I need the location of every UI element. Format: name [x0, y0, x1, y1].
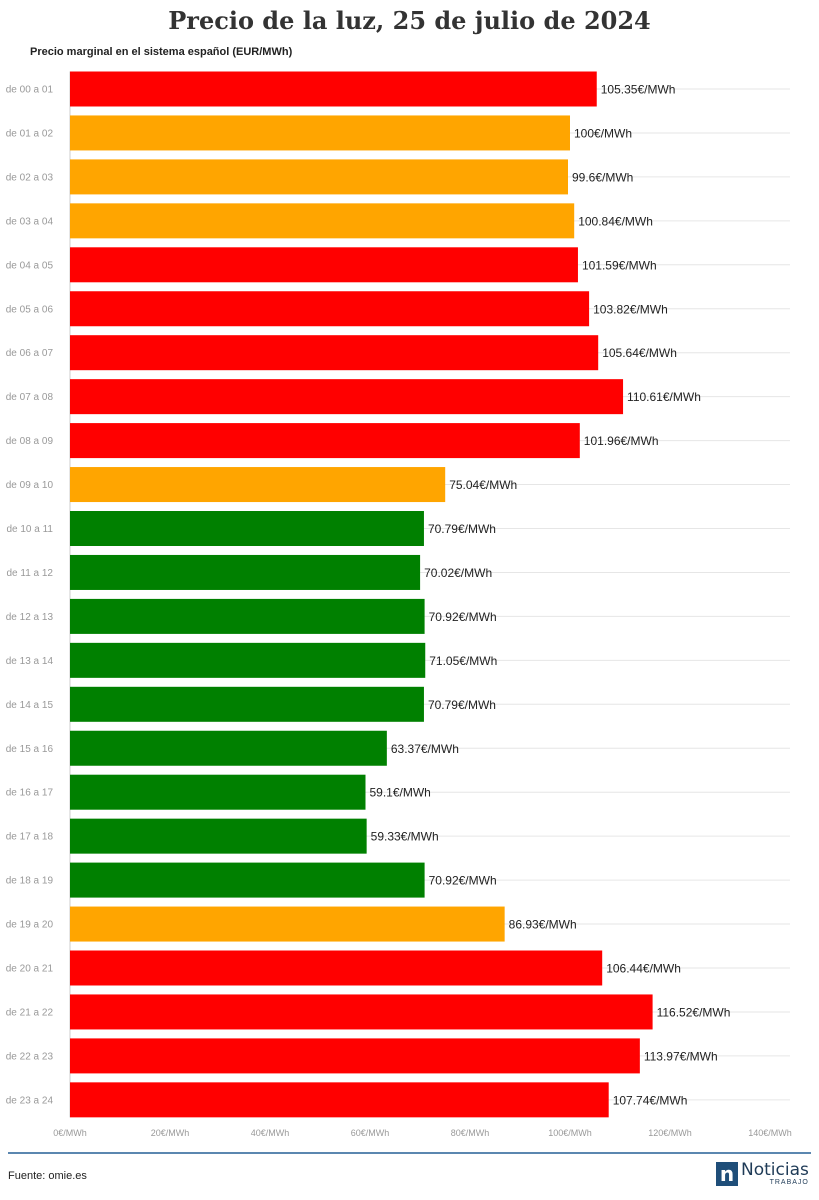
data-label: 116.52€/MWh [657, 1005, 731, 1019]
data-labels: 105.35€/MWh 100€/MWh 99.6€/MWh 100.84€/MWh 1… [370, 83, 731, 1108]
category-label: de 00 a 01 [6, 85, 54, 96]
category-label: de 07 a 08 [6, 392, 54, 403]
category-label: de 11 a 12 [6, 568, 53, 579]
bar [70, 423, 580, 459]
logo-icon: n [716, 1162, 738, 1186]
logo-tagline: TRABAJO [769, 1179, 809, 1186]
data-label: 71.05€/MWh [429, 654, 497, 668]
data-label: 86.93€/MWh [509, 918, 577, 932]
data-label: 70.79€/MWh [428, 698, 496, 712]
bar [70, 862, 425, 898]
x-tick-label: 100€/MWh [548, 1128, 592, 1138]
category-label: de 21 a 22 [6, 1007, 54, 1018]
footer-divider [8, 1152, 811, 1154]
bar [70, 686, 424, 722]
x-tick-label: 20€/MWh [151, 1128, 190, 1138]
bar [70, 906, 505, 942]
category-label: de 02 a 03 [6, 172, 54, 183]
bar [70, 642, 426, 678]
category-label: de 12 a 13 [6, 612, 54, 623]
data-label: 105.35€/MWh [601, 83, 676, 97]
category-label: de 03 a 04 [6, 216, 54, 227]
category-label: de 13 a 14 [6, 656, 54, 667]
bar [70, 467, 446, 503]
x-tick-label: 140€/MWh [748, 1128, 792, 1138]
chart-title: Precio de la luz, 25 de julio de 2024 [168, 6, 651, 35]
data-label: 59.1€/MWh [370, 786, 431, 800]
data-label: 101.59€/MWh [582, 258, 657, 272]
category-label: de 16 a 17 [6, 788, 54, 799]
data-label: 59.33€/MWh [371, 830, 439, 844]
data-label: 99.6€/MWh [572, 170, 633, 184]
category-labels: de 00 a 01 de 01 a 02 de 02 a 03 de 03 a 04… [6, 85, 54, 1107]
category-label: de 06 a 07 [6, 348, 54, 359]
data-label: 100.84€/MWh [578, 214, 653, 228]
bar [70, 247, 578, 283]
data-label: 70.92€/MWh [429, 610, 497, 624]
data-label: 75.04€/MWh [449, 478, 517, 492]
category-label: de 09 a 10 [6, 480, 54, 491]
bar-chart: de 00 a 01 de 01 a 02 de 02 a 03 de 03 a 04… [6, 71, 792, 1138]
category-label: de 08 a 09 [6, 436, 54, 447]
category-label: de 18 a 19 [6, 876, 54, 887]
category-label: de 19 a 20 [6, 920, 54, 931]
data-label: 70.79€/MWh [428, 522, 496, 536]
data-label: 63.37€/MWh [391, 742, 459, 756]
bar [70, 554, 421, 590]
bar [70, 818, 367, 854]
bar [70, 774, 366, 810]
category-label: de 05 a 06 [6, 304, 54, 315]
category-label: de 01 a 02 [6, 128, 54, 139]
x-tick-label: 80€/MWh [451, 1128, 490, 1138]
data-label: 101.96€/MWh [584, 434, 659, 448]
data-label: 70.02€/MWh [424, 566, 492, 580]
data-label: 106.44€/MWh [606, 962, 681, 976]
data-label: 70.92€/MWh [429, 874, 497, 888]
data-label: 113.97€/MWh [644, 1049, 718, 1063]
x-tick-label: 40€/MWh [251, 1128, 290, 1138]
bar [70, 950, 603, 986]
brand-logo: n Noticias TRABAJO [716, 1162, 809, 1188]
category-label: de 10 a 11 [6, 524, 53, 535]
category-label: de 23 a 24 [6, 1095, 54, 1106]
data-label: 103.82€/MWh [593, 302, 668, 316]
x-tick-label: 60€/MWh [351, 1128, 390, 1138]
bars [70, 71, 653, 1118]
bar [70, 203, 575, 239]
bar [70, 379, 624, 415]
data-label: 100€/MWh [574, 126, 632, 140]
source-note: Fuente: omie.es [8, 1170, 87, 1182]
bar [70, 598, 425, 634]
x-tick-label: 0€/MWh [53, 1128, 87, 1138]
category-label: de 17 a 18 [6, 832, 54, 843]
bar [70, 291, 590, 327]
bar [70, 115, 570, 151]
bar [70, 335, 599, 371]
chart-subtitle: Precio marginal en el sistema español (E… [30, 46, 293, 58]
bar [70, 994, 653, 1030]
logo-name: Noticias [741, 1160, 809, 1180]
data-label: 107.74€/MWh [613, 1093, 688, 1107]
category-label: de 20 a 21 [6, 964, 54, 975]
category-label: de 22 a 23 [6, 1051, 54, 1062]
data-label: 105.64€/MWh [602, 346, 677, 360]
category-label: de 04 a 05 [6, 260, 54, 271]
data-label: 110.61€/MWh [627, 390, 701, 404]
x-axis-labels: 0€/MWh 20€/MWh 40€/MWh 60€/MWh 80€/MWh 100€/M… [53, 1128, 792, 1138]
bar [70, 730, 387, 766]
bar [70, 71, 597, 107]
category-label: de 15 a 16 [6, 744, 54, 755]
bar [70, 1038, 640, 1074]
bar [70, 159, 568, 195]
category-label: de 14 a 15 [6, 700, 54, 711]
bar [70, 1082, 609, 1118]
bar [70, 511, 424, 546]
x-tick-label: 120€/MWh [648, 1128, 692, 1138]
